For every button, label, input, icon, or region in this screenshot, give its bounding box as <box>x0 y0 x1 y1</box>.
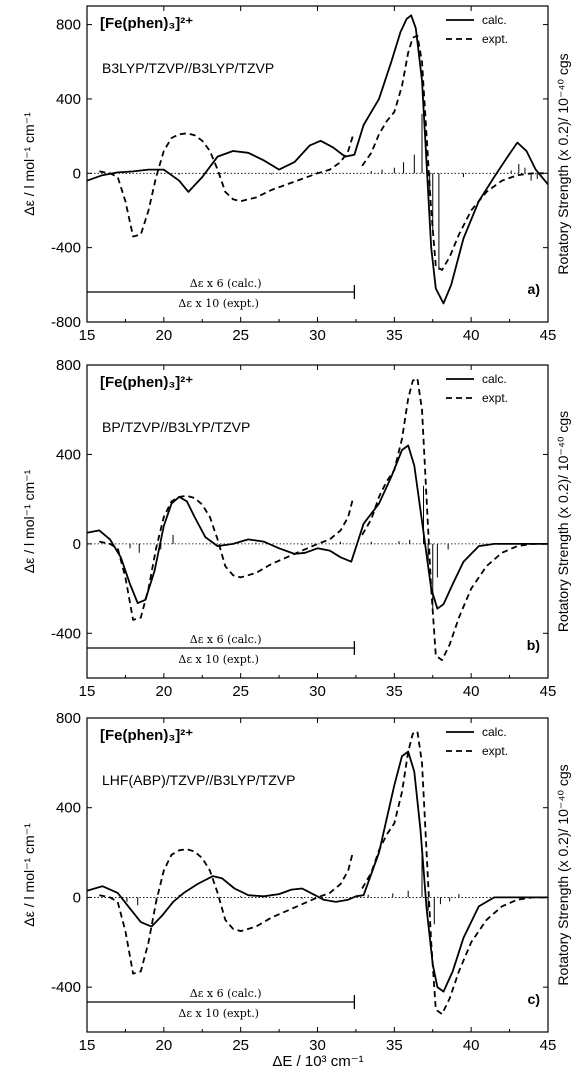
y-axis-label-right: Rotatory Strength (x 0.2)/ 10⁻⁴⁰ cgs <box>555 411 571 632</box>
y-tick-label: 800 <box>56 710 81 727</box>
x-tick-label: 15 <box>79 1037 96 1054</box>
y-axis-label: Δε / l mol⁻¹ cm⁻¹ <box>21 112 37 216</box>
complex-formula: [Fe(phen)₃]²⁺ <box>100 15 193 32</box>
x-tick-label: 40 <box>463 1037 480 1054</box>
x-tick-label: 45 <box>540 1037 557 1054</box>
y-tick-label: -400 <box>51 625 81 642</box>
scale-note-expt: Δε x 10 (expt.) <box>178 653 259 666</box>
scale-note-calc: Δε x 6 (calc.) <box>190 633 262 646</box>
series-line-expt <box>361 377 548 661</box>
y-axis-label-right: Rotatory Strength (x 0.2)/ 10⁻⁴⁰ cgs <box>555 53 571 274</box>
y-tick-label: 400 <box>56 446 81 463</box>
x-tick-label: 35 <box>386 327 403 344</box>
plot-frame <box>86 5 549 323</box>
chart-panel-3: 15 20 25 30 35 40 45 800 400 0 -400 Δε x 6 (calc.) Δ… <box>21 710 571 1054</box>
x-tick-label: 20 <box>155 1037 172 1054</box>
complex-formula: [Fe(phen)₃]²⁺ <box>100 374 193 391</box>
legend-label-expt: expt. <box>482 391 508 405</box>
y-tick-label: 0 <box>73 165 81 182</box>
y-tick-label: 0 <box>73 889 81 906</box>
panel-label: c) <box>528 991 540 1007</box>
x-tick-label: 15 <box>79 327 96 344</box>
scale-note-expt: Δε x 10 (expt.) <box>178 1007 259 1020</box>
x-tick-label: 40 <box>463 327 480 344</box>
y-tick-label: 800 <box>56 17 81 34</box>
y-tick-label: -800 <box>51 314 81 331</box>
legend-label-calc: calc. <box>482 13 507 27</box>
x-tick-label: 45 <box>540 327 557 344</box>
y-axis-label: Δε / l mol⁻¹ cm⁻¹ <box>21 469 37 573</box>
legend-label-calc: calc. <box>482 725 507 739</box>
plot-frame <box>86 717 549 1033</box>
x-tick-label: 35 <box>386 683 403 700</box>
y-tick-label: -400 <box>51 240 81 257</box>
chart-panel-1: 15 20 25 30 35 40 45 800 400 0 -400 -800 Δε x 6 (cal… <box>21 5 571 344</box>
x-axis-label: ΔE / 10³ cm⁻¹ <box>272 1053 363 1070</box>
x-tick-label: 25 <box>232 1037 249 1054</box>
x-tick-label: 40 <box>463 683 480 700</box>
method-label: BP/TZVP//B3LYP/TZVP <box>102 419 250 435</box>
series-line-calc <box>86 444 548 610</box>
series-line-expt <box>361 34 548 271</box>
complex-formula: [Fe(phen)₃]²⁺ <box>100 727 193 744</box>
legend-label-expt: expt. <box>482 744 508 758</box>
scale-note-calc: Δε x 6 (calc.) <box>190 277 262 290</box>
x-tick-label: 45 <box>540 683 557 700</box>
y-tick-label: -400 <box>51 979 81 996</box>
series-line-calc <box>86 14 549 305</box>
legend-label-calc: calc. <box>482 372 507 386</box>
series-line-calc <box>86 750 548 993</box>
method-label: B3LYP/TZVP//B3LYP/TZVP <box>102 60 274 76</box>
scale-note-expt: Δε x 10 (expt.) <box>178 297 259 310</box>
x-tick-label: 35 <box>386 1037 403 1054</box>
method-label: LHF(ABP)/TZVP//B3LYP/TZVP <box>102 772 295 788</box>
x-tick-label: 25 <box>232 327 249 344</box>
x-tick-label: 30 <box>309 327 326 344</box>
panel-label: b) <box>527 637 540 653</box>
legend-label-expt: expt. <box>482 32 508 46</box>
x-tick-label: 30 <box>309 1037 326 1054</box>
series-line-expt <box>99 848 354 975</box>
x-tick-label: 30 <box>309 683 326 700</box>
plot-frame <box>86 364 549 679</box>
scale-note-calc: Δε x 6 (calc.) <box>190 987 262 1000</box>
y-tick-label: 400 <box>56 800 81 817</box>
series-line-expt <box>99 132 354 238</box>
x-tick-label: 20 <box>155 327 172 344</box>
y-tick-label: 800 <box>56 357 81 374</box>
y-axis-label-right: Rotatory Strength (x 0.2)/ 10⁻⁴⁰ cgs <box>555 764 571 985</box>
chart-panel-2: 15 20 25 30 35 40 45 800 400 0 -400 Δε x 6 (calc.) Δ… <box>21 357 571 700</box>
y-tick-label: 0 <box>73 536 81 553</box>
series-line-expt <box>361 730 548 1015</box>
y-axis-label: Δε / l mol⁻¹ cm⁻¹ <box>21 823 37 927</box>
x-tick-label: 15 <box>79 683 96 700</box>
y-tick-label: 400 <box>56 91 81 108</box>
panel-label: a) <box>528 281 540 297</box>
series-line-expt <box>99 494 354 621</box>
x-tick-label: 20 <box>155 683 172 700</box>
x-tick-label: 25 <box>232 683 249 700</box>
